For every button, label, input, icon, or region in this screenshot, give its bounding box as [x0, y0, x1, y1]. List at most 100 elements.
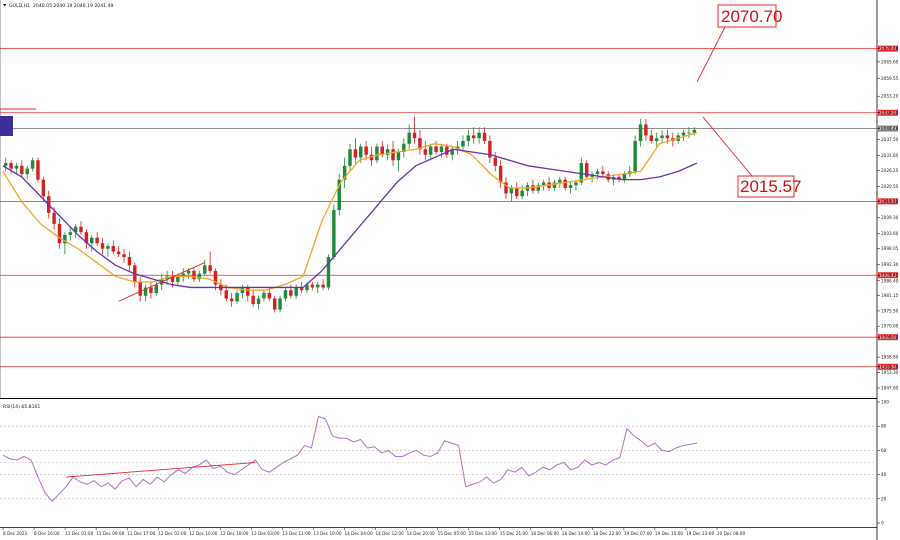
level-price-tag: [878, 334, 898, 341]
candle-body: [256, 298, 261, 305]
price-trendlines: [118, 262, 205, 302]
candle-body: [272, 298, 277, 310]
candle-body: [445, 146, 449, 155]
candle-body: [660, 135, 664, 139]
time-tick-label: 19 Dec 15:00: [655, 531, 683, 536]
candle-body: [138, 281, 142, 296]
level-price-tag: [878, 125, 898, 132]
time-tick-label: 13 Dec 11:00: [282, 531, 310, 536]
level-price-tag: [878, 198, 898, 205]
candle-body: [633, 140, 637, 172]
candle-body: [143, 287, 148, 296]
candle-body: [63, 234, 67, 244]
time-tick-label: 12 Dec 10:00: [189, 531, 217, 536]
time-tick-label: 8 Dec 2023: [3, 531, 27, 536]
time-tick-label: 20 Dec 08:00: [717, 531, 745, 536]
candle-body: [638, 124, 643, 141]
candle-body: [375, 146, 379, 161]
price-tick-label: 2015.15: [881, 199, 899, 204]
candle-body: [687, 132, 691, 134]
candle-body: [380, 146, 385, 155]
candle-body: [14, 165, 19, 169]
price-axis-ticks: 2070.40 2065.60 2059.55 2053.20 2047.20 2041.…: [877, 46, 899, 391]
level-price-text: 1966.00: [879, 335, 897, 340]
candle-body: [644, 124, 648, 136]
candle-body: [337, 179, 341, 211]
candle-body: [428, 146, 433, 155]
candle-body: [57, 223, 62, 244]
candle-body: [106, 245, 110, 249]
candle-body: [52, 212, 56, 224]
candle-body: [154, 284, 159, 293]
moving-average-line: [2, 148, 698, 289]
candle-body: [321, 284, 325, 288]
candle-body: [208, 265, 212, 271]
level-price-tag: [878, 272, 898, 279]
ohlc-readout: 2040.05 2040.19 2040.19 2041.49: [33, 3, 113, 9]
level-price-text: 2041.49: [879, 126, 897, 131]
candle-body: [369, 154, 374, 161]
price-tick-label: 1953.30: [881, 370, 899, 375]
candle-body: [262, 292, 266, 299]
candle-body: [504, 182, 508, 194]
candle-body: [283, 290, 288, 299]
candle-body: [36, 160, 40, 180]
candle-body: [520, 190, 524, 197]
moving-average-series: [2, 132, 698, 291]
time-tick-label: 18 Dec 22:00: [593, 531, 621, 536]
level-marker: [0, 116, 13, 136]
candle-body: [342, 165, 347, 180]
candle-body: [493, 157, 497, 166]
candle-body: [73, 226, 78, 233]
candle-body: [434, 146, 438, 153]
candle-body: [649, 135, 653, 141]
candle-body: [90, 237, 94, 244]
candle-body: [68, 232, 72, 235]
rsi-title: RSI(14) 65.8161: [3, 404, 40, 410]
time-tick-label: 11 Dec 17:00: [127, 531, 155, 536]
price-tick-label: 2031.65: [881, 153, 899, 158]
candle-body: [116, 251, 121, 255]
candle-body: [127, 257, 132, 266]
symbol-label: GOLD,H1: [9, 3, 30, 9]
time-tick-label: 15 Dec 05:00: [438, 531, 466, 536]
callout-text-lower: 2015.57: [740, 177, 801, 196]
candle-body: [213, 270, 218, 285]
candle-body: [84, 232, 89, 244]
candle-body: [595, 171, 600, 175]
price-tick-label: 2003.60: [881, 231, 899, 236]
callout-text-upper: 2070.70: [721, 7, 782, 26]
candle-body: [246, 287, 250, 296]
time-tick-label: 11 Dec 09:00: [96, 531, 124, 536]
candle-body: [203, 265, 207, 274]
price-tick-label: 1981.15: [881, 293, 899, 298]
price-tick-label: 1955.30: [881, 364, 899, 369]
price-tick-label: 1975.50: [881, 308, 899, 313]
price-tick-label: 2009.30: [881, 215, 899, 220]
rsi-axis-ticks: 100 80 60 40 20 0: [877, 400, 889, 526]
candle-body: [558, 179, 562, 183]
level-price-tag: [878, 109, 898, 116]
candle-body: [95, 237, 99, 244]
candle-body: [654, 138, 659, 141]
time-tick-label: 14 Dec 04:00: [344, 531, 372, 536]
chart-menu-icon[interactable]: [3, 4, 7, 7]
time-tick-label: 12 Dec 18:00: [220, 531, 248, 536]
price-tick-label: 1986.40: [881, 278, 899, 283]
candle-body: [149, 287, 153, 293]
price-tick-label: 2020.55: [881, 184, 899, 189]
candle-body: [531, 185, 535, 191]
candle-body: [579, 163, 584, 183]
price-tick-label: 2026.25: [881, 168, 899, 173]
candle-body: [466, 135, 471, 141]
candle-body: [9, 163, 13, 169]
candle-body: [111, 245, 116, 252]
price-tick-label: 1947.60: [881, 386, 899, 391]
candle-body: [617, 176, 621, 180]
time-tick-label: 13 Dec 19:00: [313, 531, 341, 536]
candle-body: [515, 187, 519, 197]
time-tick-label: 18 Dec 14:00: [562, 531, 590, 536]
